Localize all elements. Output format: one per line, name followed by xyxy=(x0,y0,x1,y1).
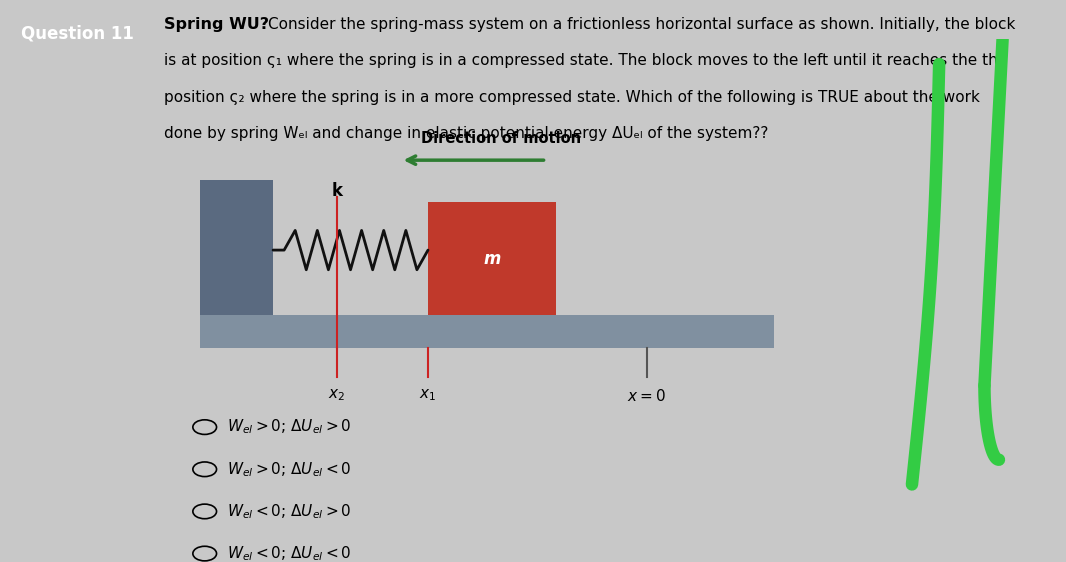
Text: Spring WU?: Spring WU? xyxy=(164,17,269,32)
Text: $W_{el} < 0$; $\Delta U_{el} < 0$: $W_{el} < 0$; $\Delta U_{el} < 0$ xyxy=(227,544,352,562)
Text: Question 11: Question 11 xyxy=(21,25,133,43)
Text: k: k xyxy=(332,182,342,200)
Text: Direction of motion: Direction of motion xyxy=(421,131,581,146)
Text: $x_2$: $x_2$ xyxy=(328,388,345,404)
Text: $W_{el} > 0$; $\Delta U_{el} < 0$: $W_{el} > 0$; $\Delta U_{el} < 0$ xyxy=(227,460,352,479)
Text: m: m xyxy=(483,250,500,268)
Text: $x = 0$: $x = 0$ xyxy=(628,388,666,404)
Text: Consider the spring-mass system on a frictionless horizontal surface as shown. I: Consider the spring-mass system on a fri… xyxy=(269,17,1016,32)
Text: done by spring Wₑₗ and change in elastic potential energy ΔUₑₗ of the system??: done by spring Wₑₗ and change in elastic… xyxy=(164,126,769,142)
Bar xyxy=(427,202,555,315)
Bar xyxy=(200,180,273,348)
Text: is at position ς₁ where the spring is in a compressed state. The block moves to : is at position ς₁ where the spring is in… xyxy=(164,53,1007,69)
Text: position ς₂ where the spring is in a more compressed state. Which of the followi: position ς₂ where the spring is in a mor… xyxy=(164,90,980,105)
Text: $x_1$: $x_1$ xyxy=(419,388,437,404)
Bar xyxy=(200,315,774,348)
Text: $W_{el} > 0$; $\Delta U_{el} > 0$: $W_{el} > 0$; $\Delta U_{el} > 0$ xyxy=(227,418,352,437)
Text: $W_{el} < 0$; $\Delta U_{el} > 0$: $W_{el} < 0$; $\Delta U_{el} > 0$ xyxy=(227,502,352,521)
